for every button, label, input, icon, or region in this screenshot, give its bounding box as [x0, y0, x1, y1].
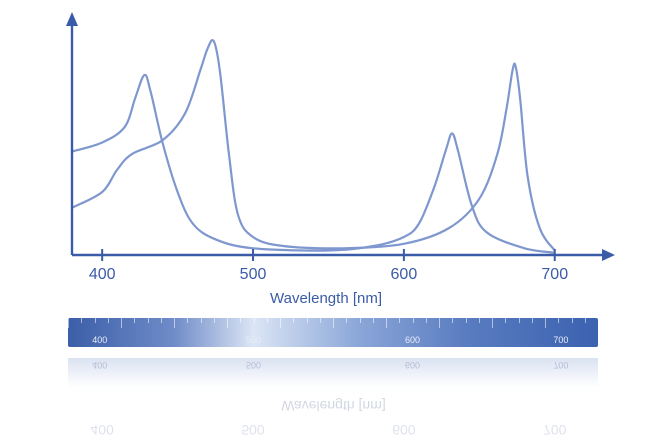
spectrum-minor-tick — [452, 318, 454, 323]
spectrum-minor-tick — [584, 318, 586, 323]
reflection-label-700: 700 — [553, 360, 569, 370]
spectrum-minor-tick — [147, 318, 149, 323]
spectrum-minor-tick — [68, 318, 69, 328]
spectrum-minor-tick — [319, 318, 321, 323]
spectrum-minor-tick — [399, 318, 401, 323]
spectrum-minor-tick — [174, 318, 175, 328]
x-ticks: 400 500 600 700 — [89, 249, 568, 283]
x-tick-label-700: 700 — [541, 266, 568, 283]
spectrum-minor-tick — [558, 318, 560, 323]
x-tick-label-600: 600 — [391, 266, 418, 283]
spectrum-minor-tick — [266, 318, 268, 323]
reflection-label-600: 600 — [404, 360, 421, 370]
spectrum-minor-tick — [81, 318, 83, 323]
spectrum-minor-tick — [253, 318, 255, 323]
reflection-tick-label-700: 700 — [543, 422, 567, 438]
spectrum-minor-tick — [545, 318, 546, 328]
spectrum-minor-tick — [386, 318, 387, 328]
spectrum-minor-tick — [306, 318, 308, 323]
spectrum-minor-tick — [492, 318, 493, 328]
reflection-label-500: 500 — [245, 360, 262, 370]
spectrum-strip: 400 500 600 700 — [68, 318, 598, 347]
spectrum-minor-tick — [425, 318, 427, 323]
x-axis-arrow-icon — [602, 249, 615, 261]
series-1-line — [71, 73, 555, 254]
spectrum-minor-tick — [372, 318, 374, 323]
spectrum-minor-tick — [240, 318, 242, 323]
x-axis-label-reflection: Wavelength [nm] — [281, 398, 386, 414]
spectrum-reflection: 400 500 600 700 — [68, 358, 598, 388]
spectrum-minor-tick — [94, 318, 96, 323]
spectrum-minor-tick — [571, 318, 573, 323]
spectrum-minor-tick — [439, 318, 440, 328]
spectrum-minor-tick — [160, 318, 162, 323]
spectrum-minor-tick — [518, 318, 520, 323]
spectrum-minor-tick — [531, 318, 533, 323]
x-tick-label-400: 400 — [89, 266, 116, 283]
spectrum-minor-tick — [187, 318, 189, 323]
spectrum-minor-tick — [412, 318, 414, 323]
spectrum-minor-tick — [134, 318, 136, 323]
spectrum-minor-tick — [280, 318, 281, 328]
spectrum-minor-tick — [505, 318, 507, 323]
spectrum-minor-tick — [107, 318, 109, 323]
spectrum-minor-tick — [200, 318, 202, 323]
spectrum-label-700: 700 — [553, 335, 569, 345]
chart-curves — [71, 38, 556, 254]
spectrum-minor-tick — [121, 318, 122, 328]
series-2-line — [71, 38, 556, 252]
x-axis-label: Wavelength [nm] — [270, 290, 382, 307]
reflection-tick-label-400: 400 — [90, 422, 114, 438]
spectrum-minor-tick — [359, 318, 361, 323]
spectrum-label-600: 600 — [404, 335, 421, 345]
chart-axes — [66, 12, 615, 261]
spectrum-label-400: 400 — [92, 335, 108, 345]
y-axis-arrow-icon — [66, 12, 78, 26]
spectrum-minor-tick — [465, 318, 467, 323]
spectrum-minor-tick — [293, 318, 295, 323]
spectrum-minor-tick — [227, 318, 228, 328]
spectrum-minor-tick — [346, 318, 348, 323]
reflection-label-400: 400 — [92, 360, 108, 370]
spectrum-minor-tick — [333, 318, 334, 328]
x-tick-label-500: 500 — [240, 266, 267, 283]
spectrum-minor-tick — [478, 318, 480, 323]
spectrum-label-500: 500 — [245, 335, 262, 345]
spectrum-minor-tick — [213, 318, 215, 323]
reflection-tick-label-500: 500 — [241, 422, 265, 438]
reflection-tick-label-600: 600 — [392, 422, 416, 438]
